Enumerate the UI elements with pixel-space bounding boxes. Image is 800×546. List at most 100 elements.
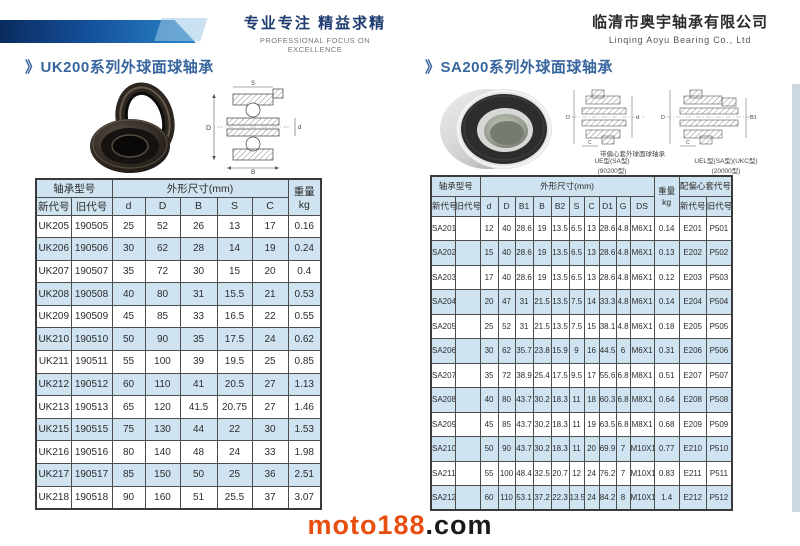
- table-cell: SA203: [430, 264, 456, 290]
- table-cell: UK206: [35, 237, 72, 261]
- table-cell: 11: [568, 411, 585, 437]
- sa-bearing-photo: [440, 89, 552, 169]
- table-cell: 6: [615, 338, 631, 364]
- table-cell: 72: [497, 362, 516, 388]
- table-cell: 0.14: [653, 289, 680, 315]
- table-cell: E209: [678, 411, 707, 437]
- table-cell: 4.8: [615, 215, 631, 241]
- table-cell: 50: [179, 463, 218, 487]
- table-cell: 0.4: [287, 259, 322, 284]
- table-cell: 60: [479, 485, 499, 511]
- table-cell: 35: [479, 362, 499, 388]
- section-title-uk200: 》UK200系列外球面球轴承: [25, 59, 214, 76]
- table-cell: P502: [705, 240, 733, 266]
- table-cell: 21.5: [532, 289, 552, 315]
- table-cell: P509: [705, 411, 733, 437]
- table-cell: 31: [179, 282, 218, 306]
- table-cell: 13: [583, 215, 600, 241]
- uk-bearing-photo: [90, 82, 175, 173]
- uk-col-S: S: [216, 196, 253, 216]
- table-cell: 18: [583, 387, 600, 413]
- table-cell: 40: [111, 282, 146, 306]
- sa-col-B2: B2: [550, 195, 570, 217]
- table-cell: 17.5: [216, 327, 253, 352]
- table-row: UK218 190518 90 160 51 25.5 37 3.07: [35, 485, 322, 510]
- table-cell: 85: [497, 411, 516, 437]
- dim-label-S: S: [251, 81, 255, 87]
- table-cell: SA209: [430, 411, 456, 437]
- table-cell: UK205: [35, 214, 72, 239]
- table-cell: [454, 313, 481, 339]
- table-cell: 24: [216, 440, 253, 465]
- dim-label-D: D: [566, 115, 570, 121]
- table-cell: 21.5: [532, 313, 552, 339]
- drawing-caption-left: UE型(SA型) (90200型): [574, 157, 650, 177]
- table-cell: M6X1: [629, 313, 655, 339]
- table-cell: 190510: [70, 327, 113, 352]
- sa200-table-body: SA201 12 40 28.6 19 13.5 6.5 13 28.6 4.8 M6X1 0.14 E…: [430, 215, 733, 511]
- table-cell: 28: [179, 237, 218, 261]
- table-cell: 0.16: [287, 214, 322, 239]
- table-cell: 190515: [70, 417, 113, 442]
- table-cell: 0.85: [287, 350, 322, 374]
- table-row: UK212 190512 60 110 41 20.5 27 1.13: [35, 372, 322, 397]
- table-cell: 130: [144, 417, 181, 442]
- table-cell: 31: [514, 289, 534, 315]
- table-cell: 150: [144, 463, 181, 487]
- company-block: 临清市奥宇轴承有限公司 Linqing Aoyu Bearing Co., Lt…: [592, 11, 768, 45]
- table-cell: 44.5: [598, 338, 617, 364]
- table-cell: SA201: [430, 215, 456, 241]
- table-cell: 13: [216, 214, 253, 239]
- table-cell: P510: [705, 436, 733, 462]
- table-cell: 28.6: [514, 215, 534, 241]
- table-cell: P503: [705, 264, 733, 290]
- sa-group-dims: 外形尺寸(mm): [479, 175, 655, 197]
- table-cell: 22.3: [550, 485, 570, 511]
- table-cell: [454, 387, 481, 413]
- table-cell: 31: [514, 313, 534, 339]
- table-cell: 27: [251, 395, 289, 419]
- table-cell: 24: [583, 485, 600, 511]
- table-cell: 160: [144, 485, 181, 510]
- table-cell: 48.4: [514, 460, 534, 486]
- table-cell: 27: [251, 372, 289, 397]
- sa200-table: 轴承型号 外形尺寸(mm) 重量 kg 配偏心套代号 新代号 旧代号 d D B1…: [430, 175, 734, 511]
- table-cell: 190506: [70, 237, 113, 261]
- table-cell: 25.5: [216, 485, 253, 510]
- table-cell: SA208: [430, 387, 456, 413]
- uk200-table-body: UK205 190505 25 52 26 13 17 0.16 UK206 190506 30 62…: [35, 214, 322, 510]
- table-cell: 44: [179, 417, 218, 442]
- table-cell: UK213: [35, 395, 72, 419]
- table-cell: 13.5: [550, 240, 570, 266]
- table-cell: 7.5: [568, 289, 585, 315]
- sa-ecc-col-old: 旧代号: [705, 195, 733, 217]
- table-cell: M8X1: [629, 387, 655, 413]
- table-cell: UK216: [35, 440, 72, 465]
- table-cell: 0.68: [653, 411, 680, 437]
- caption-right-line2: (20000型): [711, 167, 741, 175]
- table-cell: 33: [251, 440, 289, 465]
- table-cell: UK211: [35, 350, 72, 374]
- table-cell: 21: [251, 282, 289, 306]
- sa-col-d: d: [479, 195, 499, 217]
- sa-col-C: C: [583, 195, 600, 217]
- table-cell: 25: [251, 350, 289, 374]
- table-cell: 18.3: [550, 436, 570, 462]
- table-cell: [454, 436, 481, 462]
- weight-label: 重量: [658, 186, 676, 197]
- table-cell: 0.24: [287, 237, 322, 261]
- header-band-accent: [154, 18, 208, 41]
- table-cell: 20.75: [216, 395, 253, 419]
- table-cell: 40: [497, 240, 516, 266]
- table-cell: 40: [497, 264, 516, 290]
- table-cell: 100: [144, 350, 181, 374]
- table-cell: [454, 264, 481, 290]
- table-cell: M10X1: [629, 485, 655, 511]
- uk-col-new: 新代号: [35, 196, 72, 216]
- table-cell: 140: [144, 440, 181, 465]
- table-cell: 6.8: [615, 411, 631, 437]
- table-cell: 30.2: [532, 387, 552, 413]
- table-cell: 30.2: [532, 436, 552, 462]
- table-cell: 7.5: [568, 313, 585, 339]
